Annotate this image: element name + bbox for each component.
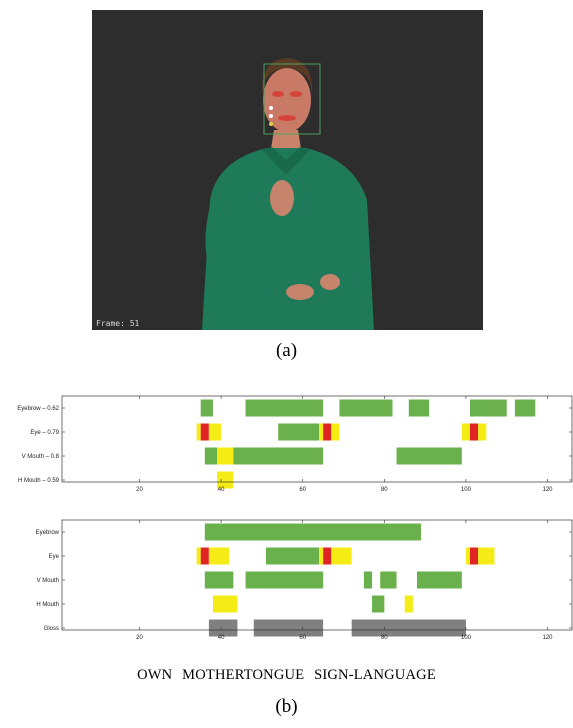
caption-a: (a)	[275, 340, 298, 361]
x-tick-label: 40	[218, 487, 225, 493]
x-tick-label: 80	[381, 635, 388, 641]
timeline-panel-annotated: Eyebrow Eye V Mouth H Mouth Gloss 20 40 60 80 100…	[0, 519, 573, 644]
timeline-segment-yellow	[217, 471, 234, 489]
timeline-segment-red	[323, 423, 332, 441]
timeline-segment-green	[408, 399, 430, 417]
timeline-segment-green	[200, 399, 213, 417]
row-label: V Mouth – 0.8	[22, 454, 60, 460]
x-tick-label: 100	[461, 487, 472, 493]
timeline-segment-green	[266, 547, 320, 565]
frame-counter: Frame: 51	[96, 319, 140, 328]
row-label: Eye – 0.79	[30, 430, 59, 436]
x-tick-label: 20	[136, 487, 143, 493]
timeline-segment-green	[204, 447, 218, 465]
timeline-segment-green	[204, 571, 234, 589]
timeline-segment-green	[514, 399, 536, 417]
timeline-segment-green	[339, 399, 393, 417]
timeline-segment-gray	[208, 619, 238, 637]
plot-frame	[61, 519, 573, 631]
timeline-segment-yellow	[196, 547, 201, 565]
timeline-segment-green	[245, 399, 324, 417]
timeline-segment-yellow	[217, 447, 234, 465]
x-tick-label: 80	[381, 487, 388, 493]
timeline-segment-red	[470, 547, 479, 565]
timeline-segment-yellow	[319, 423, 324, 441]
timeline-segment-red	[470, 423, 479, 441]
signer-illustration	[92, 10, 483, 330]
x-tick-label: 20	[136, 635, 143, 641]
timeline-segment-gray	[253, 619, 324, 637]
timeline-segment-yellow	[461, 423, 470, 441]
x-tick-label: 40	[218, 635, 225, 641]
timeline-segment-green	[380, 571, 397, 589]
timeline-segment-green	[233, 447, 324, 465]
timeline-segment-gray	[351, 619, 466, 637]
caption-b: (b)	[275, 696, 298, 717]
timeline-segment-yellow	[478, 423, 487, 441]
timeline-segment-green	[396, 447, 462, 465]
row-label: Gloss	[44, 626, 59, 632]
timeline-segment-yellow	[319, 547, 324, 565]
timeline-segment-yellow	[208, 423, 222, 441]
row-label: V Mouth	[37, 578, 59, 584]
timeline-segment-yellow	[196, 423, 201, 441]
gloss-sentence: OWN MOTHERTONGUE SIGN-LANGUAGE	[137, 667, 436, 683]
timeline-segment-yellow	[208, 547, 230, 565]
timeline-segment-red	[323, 547, 332, 565]
x-tick-label: 120	[543, 635, 554, 641]
timeline-segment-green	[278, 423, 320, 441]
timeline-segment-yellow	[212, 595, 238, 613]
timeline-svg: Eyebrow – 0.62 Eye – 0.79 V Mouth – 0.8 H M…	[17, 395, 573, 493]
timeline-segment-yellow	[331, 423, 340, 441]
row-label: Eyebrow – 0.62	[17, 406, 59, 412]
timeline-segment-red	[200, 423, 209, 441]
timeline-svg: Eyebrow Eye V Mouth H Mouth Gloss 20 40 60 80 100…	[36, 519, 573, 641]
video-frame: Frame: 51	[92, 10, 483, 330]
timeline-segment-yellow	[331, 547, 352, 565]
x-tick-label: 60	[299, 635, 306, 641]
timeline-segment-green	[470, 399, 507, 417]
plot-frame	[61, 395, 573, 483]
timeline-segment-green	[372, 595, 385, 613]
row-label: H Mouth	[36, 602, 59, 608]
timeline-panel-detected: Eyebrow – 0.62 Eye – 0.79 V Mouth – 0.8 H M…	[0, 395, 573, 496]
row-label: Eyebrow	[36, 530, 60, 536]
x-tick-label: 100	[461, 635, 472, 641]
timeline-segment-green	[245, 571, 324, 589]
timeline-segment-yellow	[404, 595, 413, 613]
timeline-segment-green	[363, 571, 373, 589]
timeline-segment-green	[204, 523, 422, 541]
row-label: Eye	[49, 554, 60, 560]
timeline-segment-yellow	[465, 547, 470, 565]
timeline-segment-yellow	[478, 547, 495, 565]
x-tick-label: 60	[299, 487, 306, 493]
row-label: H Mouth – 0.59	[18, 478, 60, 484]
timeline-segment-green	[416, 571, 462, 589]
x-tick-label: 120	[543, 487, 554, 493]
timeline-segment-red	[200, 547, 209, 565]
